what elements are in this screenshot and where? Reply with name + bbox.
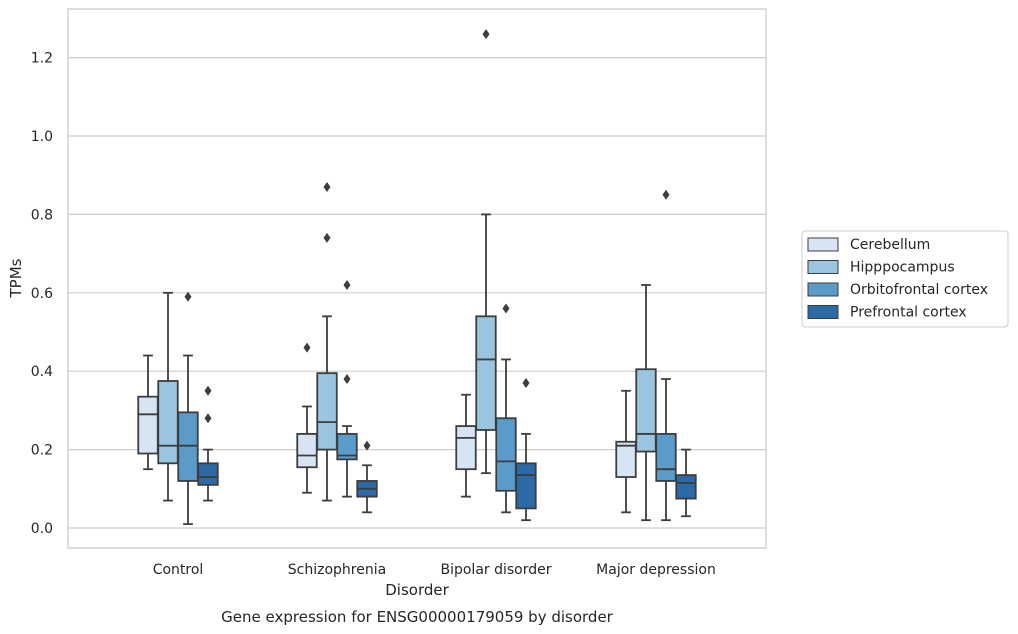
outlier-point <box>363 440 371 451</box>
box-2-3 <box>515 377 537 522</box>
box-1-1 <box>316 181 338 502</box>
box-0-0 <box>137 354 159 471</box>
legend-swatch <box>807 305 839 319</box>
box-body <box>177 411 199 482</box>
y-tick-label: 1.0 <box>31 129 53 145</box>
x-tick-label: Bipolar disorder <box>440 562 551 578</box>
box-body <box>296 433 318 469</box>
box-body <box>336 433 358 461</box>
y-tick-label: 0.0 <box>31 521 53 537</box>
x-tick-label: Schizophrenia <box>288 562 386 578</box>
y-tick-label: 1.2 <box>31 51 53 67</box>
box-1-2 <box>336 279 358 498</box>
y-tick-label: 0.6 <box>31 286 53 302</box>
box-3-3 <box>675 448 697 518</box>
outlier-point <box>184 291 192 302</box>
outlier-point <box>343 279 351 290</box>
y-tick-label: 0.2 <box>31 443 53 459</box>
legend-label: Prefrontal cortex <box>850 305 967 321</box>
box-2-2 <box>495 303 517 514</box>
box-body <box>475 315 497 431</box>
legend-frame <box>801 230 1009 328</box>
plot-frame <box>67 8 767 549</box>
outlier-point <box>303 342 311 353</box>
box-body <box>137 395 159 455</box>
legend-swatch <box>807 260 839 274</box>
box-0-2 <box>177 291 199 525</box>
box-body <box>197 462 219 486</box>
box-1-0 <box>296 342 318 494</box>
box-body <box>515 462 537 510</box>
x-axis-label: Disorder <box>385 581 449 599</box>
box-1-3 <box>356 440 378 514</box>
outlier-point <box>343 374 351 385</box>
box-body <box>635 368 657 453</box>
box-body <box>655 433 677 482</box>
box-0-3 <box>197 385 219 502</box>
x-tick-label: Major depression <box>596 562 716 578</box>
outlier-point <box>662 189 670 200</box>
y-tick-label: 0.4 <box>31 364 53 380</box>
outlier-point <box>502 303 510 314</box>
box-3-2 <box>655 189 677 522</box>
outlier-point <box>323 232 331 243</box>
outlier-point <box>204 385 212 396</box>
chart-caption: Gene expression for ENSG00000179059 by d… <box>221 608 614 626</box>
box-2-0 <box>455 393 477 498</box>
outlier-point <box>522 377 530 388</box>
legend-label: Orbitofrontal cortex <box>850 282 988 298</box>
legend-swatch <box>807 237 839 252</box>
y-axis-label: TPMs <box>7 258 25 298</box>
box-body <box>495 417 517 492</box>
x-tick-labels: Control Schizophrenia Bipolar disorder Majo… <box>153 562 716 578</box>
box-body <box>675 474 697 500</box>
boxes <box>137 29 697 525</box>
legend: Cerebellum Hipppocampus Orbitofrontal cort… <box>801 230 1009 328</box>
y-tick-labels: 0.0 0.2 0.4 0.6 0.8 1.0 1.2 <box>31 51 53 537</box>
box-2-1 <box>475 29 497 475</box>
box-body <box>615 440 637 478</box>
box-3-1 <box>635 284 657 522</box>
y-tick-label: 0.8 <box>31 207 53 223</box>
box-body <box>316 372 338 451</box>
box-body <box>455 425 477 471</box>
box-body <box>157 380 179 465</box>
outlier-point <box>204 413 212 424</box>
legend-label: Cerebellum <box>850 237 930 253</box>
box-3-0 <box>615 389 637 514</box>
legend-swatch <box>807 282 839 297</box>
outlier-point <box>482 29 490 40</box>
outlier-point <box>323 181 331 192</box>
x-tick-label: Control <box>153 562 204 578</box>
legend-label: Hipppocampus <box>850 260 955 276</box>
